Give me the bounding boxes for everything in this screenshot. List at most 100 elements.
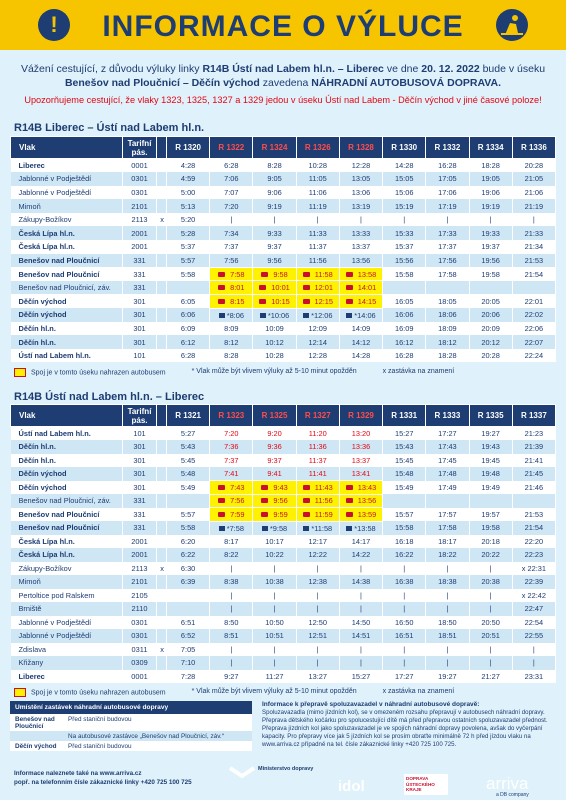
column-header: R 1333 (425, 404, 470, 427)
time: 16:28 (382, 348, 427, 363)
tariff-zone: 0301 (122, 185, 157, 200)
tariff-zone: 301 (122, 321, 157, 336)
request-stop (156, 185, 167, 200)
time: 23:31 (512, 669, 557, 683)
time: 18:05 (425, 294, 470, 309)
time: 15:45 (382, 453, 427, 467)
time: 8:15 (209, 293, 254, 309)
stop-place: Na autobusové zastávce „Benešov nad Plou… (68, 732, 224, 740)
time: 17:49 (425, 480, 470, 494)
time: | (339, 212, 384, 227)
column-header: R 1328 (338, 136, 384, 159)
request-stop (156, 602, 167, 616)
time: 20:05 (469, 294, 513, 309)
time: 11:41 (296, 467, 340, 481)
logo-idol: idol (338, 778, 365, 795)
column-header: R 1323 (209, 404, 254, 427)
time (166, 602, 211, 616)
time: | (296, 642, 340, 656)
time: 5:48 (166, 467, 211, 481)
time: 18:38 (425, 575, 470, 589)
time: 20:50 (469, 615, 513, 629)
time: 6:20 (166, 534, 211, 548)
stop-row: Jablonné v Podještědí 0301 5:00 7:07 9:06 11:… (10, 185, 557, 200)
time: | (252, 588, 297, 602)
time: | (425, 588, 470, 602)
station: Česká Lípa hl.n. (10, 226, 123, 241)
station: Liberec (10, 669, 123, 683)
column-header: R 1326 (295, 136, 340, 159)
time: 4:28 (166, 158, 211, 173)
stop-location: Na autobusové zastávce „Benešov nad Plou… (10, 731, 252, 741)
request-stop (156, 507, 167, 521)
worker-icon (496, 9, 528, 41)
time: 8:51 (209, 629, 254, 643)
stop-name (10, 733, 68, 740)
time: 15:37 (382, 240, 427, 254)
time: 22:01 (512, 294, 557, 309)
time: *10:06 (252, 308, 297, 322)
time: 13:59 (338, 507, 384, 522)
tariff-zone: 101 (122, 426, 157, 440)
stop-row: Mimoň 2101 6:39 8:38 10:38 12:38 14:38 16:38 18:… (10, 575, 557, 589)
time: 13:36 (339, 440, 384, 454)
intro-text: ve dne (383, 63, 422, 75)
time: 21:39 (512, 440, 557, 454)
time: 13:37 (339, 453, 384, 467)
time: | (469, 561, 513, 575)
time: 5:28 (166, 226, 211, 241)
time: 7:59 (209, 507, 254, 522)
time: 21:27 (469, 669, 513, 683)
time: 11:43 (295, 480, 340, 495)
time: | (469, 588, 513, 602)
time: 7:41 (209, 467, 254, 481)
station: Děčín východ (10, 480, 123, 494)
time: 9:27 (209, 669, 254, 683)
time: *8:06 (209, 308, 254, 322)
time: | (209, 602, 254, 616)
stop-row: Jablonné v Podještědí 0301 6:51 8:50 10:50 12… (10, 615, 557, 629)
time: 19:27 (425, 669, 470, 683)
stop-row: Ústí nad Labem hl.n. 101 5:27 7:20 9:20 11:20… (10, 426, 557, 440)
legend: Spoj je v tomto úseku nahrazen autobusem… (14, 368, 454, 377)
legend: Spoj je v tomto úseku nahrazen autobusem… (14, 688, 454, 697)
time: *11:58 (296, 521, 340, 535)
time: *14:06 (339, 308, 384, 322)
time: 16:22 (382, 548, 427, 562)
alert-icon: ! (38, 9, 70, 41)
time: 12:22 (296, 548, 340, 562)
time: 7:06 (209, 172, 254, 186)
station: Česká Lípa hl.n. (10, 240, 123, 254)
station: Pertoltice pod Ralskem (10, 588, 123, 602)
time: 13:06 (339, 185, 384, 200)
station: Ústí nad Labem hl.n. (10, 348, 123, 363)
station: Česká Lípa hl.n. (10, 548, 123, 562)
tariff-zone: 0301 (122, 172, 157, 186)
tariff-zone: 2110 (122, 602, 157, 616)
time: 19:57 (469, 507, 513, 521)
time: 16:51 (382, 629, 427, 643)
stop-row: Benešov nad Ploučnicí 331 5:57 7:56 9:56 11:5… (10, 253, 557, 268)
intro-text: NÁHRADNÍ AUTOBUSOVÁ DOPRAVA. (311, 77, 502, 89)
time: | (339, 561, 384, 575)
time: 8:12 (209, 335, 254, 349)
stop-row: Brniště 2110 | | | | | | | 22:47 (10, 602, 557, 616)
time: 12:51 (296, 629, 340, 643)
time: 20:38 (469, 575, 513, 589)
time: | (252, 212, 297, 227)
request-stop (156, 335, 167, 349)
intro-text: bude v úseku (479, 63, 546, 75)
column-header: R 1327 (295, 404, 340, 427)
header: ! INFORMACE O VÝLUCE (0, 0, 566, 50)
time: | (209, 656, 254, 670)
time: 20:22 (469, 548, 513, 562)
time: 17:19 (425, 199, 470, 213)
time: 14:09 (339, 321, 384, 336)
time: 17:33 (425, 226, 470, 241)
time: | (209, 212, 254, 227)
time: 19:56 (469, 253, 513, 268)
column-header: R 1332 (425, 136, 470, 159)
time: 7:56 (209, 493, 254, 508)
time: 11:06 (296, 185, 340, 200)
station: Jablonné v Podještědí (10, 185, 123, 200)
